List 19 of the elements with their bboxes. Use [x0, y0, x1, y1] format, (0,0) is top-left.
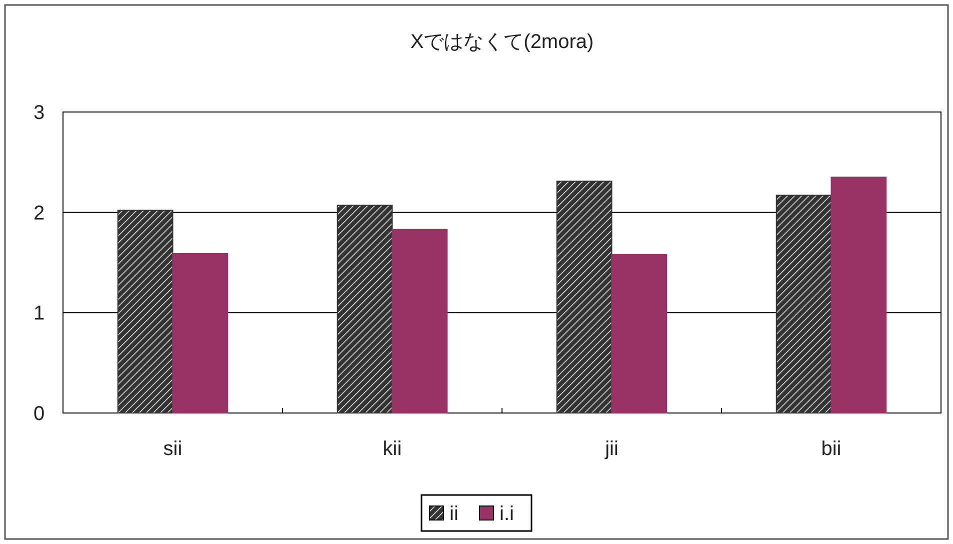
legend-label: ii — [450, 503, 458, 525]
y-tick-label: 3 — [33, 102, 45, 124]
y-tick-label: 2 — [33, 202, 45, 224]
bar — [336, 204, 393, 414]
bar — [117, 210, 174, 414]
bar — [830, 176, 887, 414]
legend-label: i.i — [500, 503, 514, 525]
bar — [776, 194, 832, 414]
x-tick-label: kii — [382, 438, 402, 460]
bar — [611, 254, 668, 414]
chart-title: Xではなくて(2mora) — [410, 31, 594, 53]
x-tick-label: bii — [821, 438, 842, 460]
y-tick-label: 0 — [33, 403, 45, 425]
x-tick-label: jii — [604, 438, 618, 460]
bar — [392, 228, 448, 414]
bar — [172, 252, 228, 414]
bar — [556, 180, 612, 414]
y-tick-label: 1 — [33, 302, 45, 325]
x-tick-label: sii — [163, 438, 182, 460]
